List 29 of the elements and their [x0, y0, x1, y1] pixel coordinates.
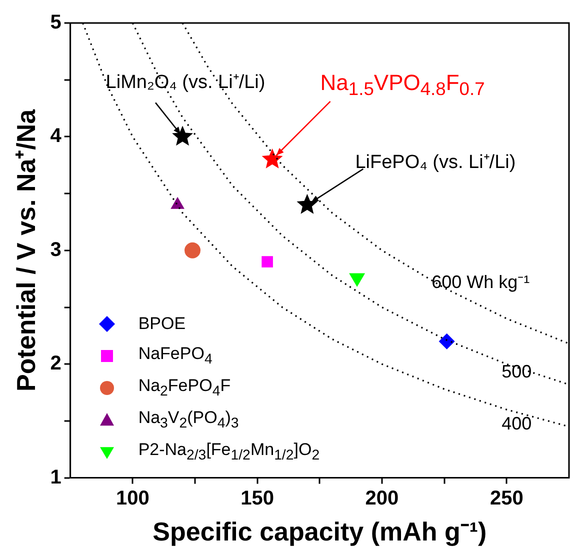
x-tick-label: 200: [365, 487, 399, 510]
y-tick-label: 5: [50, 12, 62, 34]
annotation: Na$_{1.5}$VPO$_{4.8}$F$_{0.7}$: [320, 70, 485, 101]
y-tick-label: 4: [50, 125, 62, 148]
y-axis-title: Potential / V vs. Na⁺/Na: [10, 108, 41, 392]
y-tick-label: 2: [50, 352, 62, 375]
x-axis-title: Specific capacity (mAh g⁻¹): [152, 516, 487, 547]
y-tick-label: 3: [50, 238, 62, 261]
annotation: LiMn₂O₄ (vs. Li⁺/Li): [106, 70, 266, 94]
point: [349, 273, 366, 287]
legend-label: BPOE: [138, 314, 186, 334]
point: [262, 148, 283, 168]
point: [262, 256, 273, 268]
legend-label: NaFePO$_{4}$: [138, 344, 212, 368]
series-label: 600 Wh kg⁻¹: [432, 270, 530, 293]
point: [438, 333, 455, 350]
point: [296, 194, 318, 214]
point: [184, 242, 200, 258]
legend-label: Na$_{2}$FePO$_{4}$F: [138, 376, 231, 400]
y-tick-label: 1: [50, 466, 62, 488]
series-label: 500: [502, 362, 532, 383]
legend-label: P2-Na$_{2/3}$[Fe$_{1/2}$Mn$_{1/2}$]O$_{2}$: [138, 440, 320, 464]
x-tick-label: 100: [116, 487, 150, 510]
annotation: LiFePO₄ (vs. Li⁺/Li): [355, 150, 516, 174]
point: [172, 126, 193, 146]
x-tick-label: 150: [240, 487, 274, 510]
x-tick-label: 250: [490, 487, 524, 510]
legend-label: Na$_{3}$V$_{2}$(PO$_{4}$)$_{3}$: [138, 408, 239, 432]
series-label: 400: [502, 413, 532, 434]
